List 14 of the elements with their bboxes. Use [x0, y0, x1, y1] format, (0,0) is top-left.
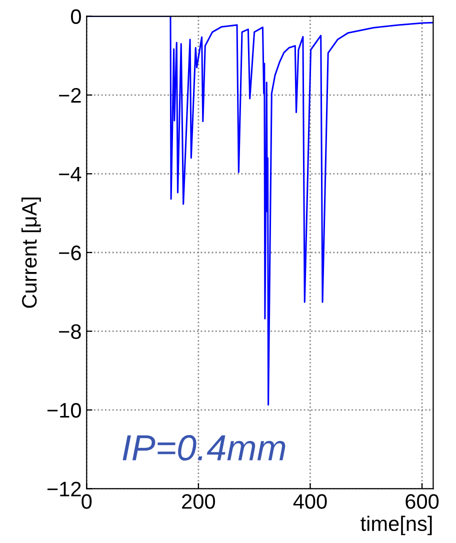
- y-tick-label: −4: [59, 166, 82, 182]
- x-tick-label: 0: [82, 494, 92, 509]
- y-tick-label: −2: [59, 88, 81, 103]
- annotation: IP=0.4mm: [122, 435, 286, 461]
- x-tick-label: 600: [406, 494, 439, 509]
- x-tick-label: 400: [293, 494, 327, 509]
- x-tick-label: 200: [182, 494, 215, 509]
- y-axis-title: Current [μA]: [21, 198, 41, 308]
- x-axis-title: time[ns]: [360, 516, 432, 536]
- y-tick-label: −10: [47, 402, 81, 418]
- y-tick-label: −6: [59, 245, 81, 260]
- y-tick-label: 0: [71, 9, 81, 24]
- y-tick-label: −8: [59, 324, 81, 339]
- y-tick-label: −12: [47, 482, 81, 496]
